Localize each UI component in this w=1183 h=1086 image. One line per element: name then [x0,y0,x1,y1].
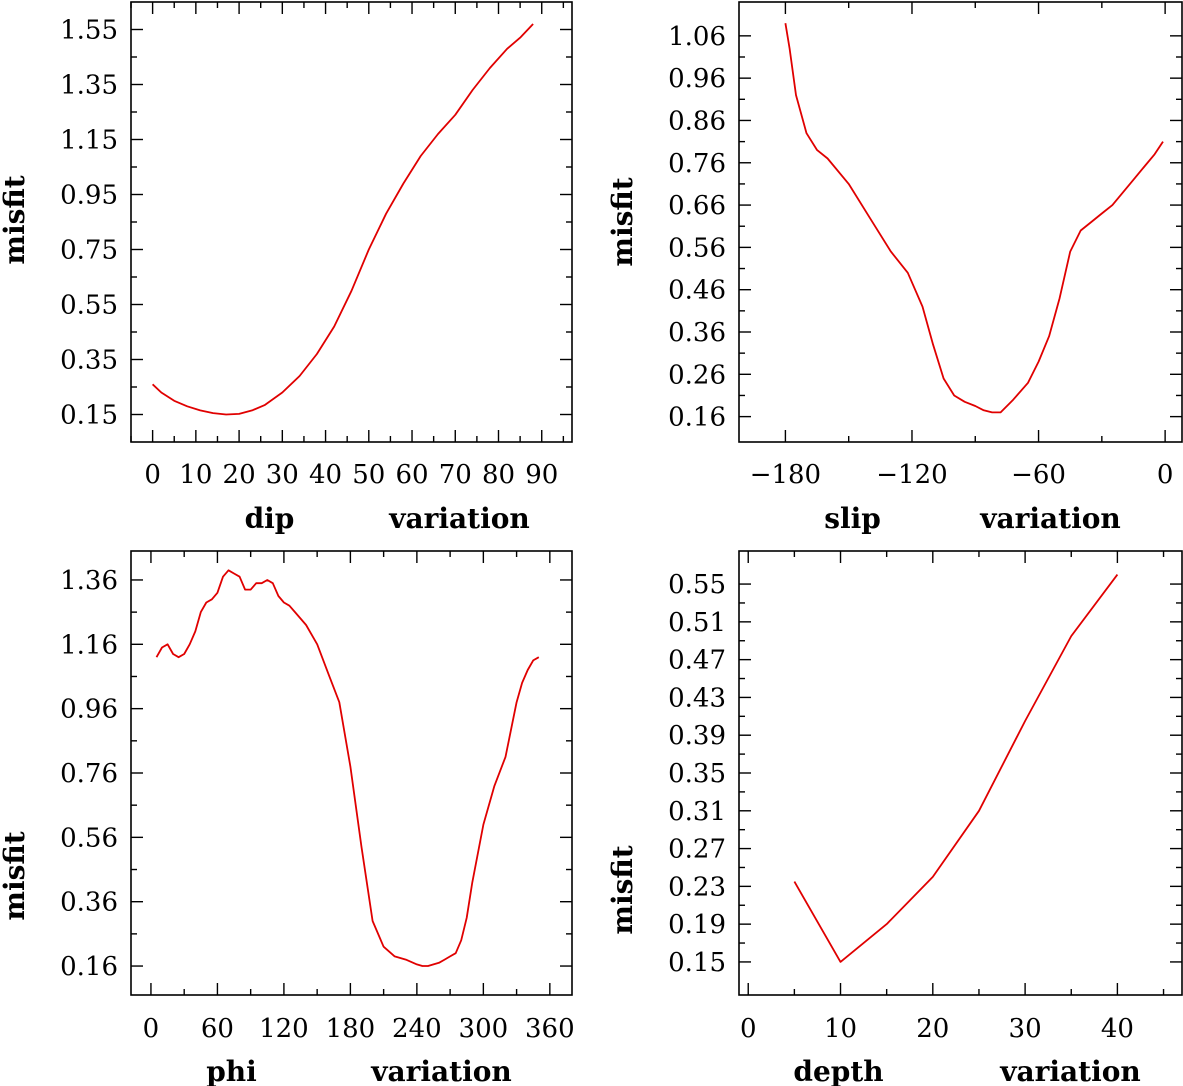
y-tick-label: 0.35 [668,759,726,789]
x-tick-label: 30 [1009,1014,1042,1044]
y-axis-title: misfit [0,175,31,264]
y-tick-label: 0.36 [668,318,726,348]
x-axis-title: dip [245,502,295,535]
y-tick-label: 0.75 [60,236,118,266]
x-axis-title-variation: variation [979,502,1121,535]
series-line-misfit [151,23,534,416]
y-tick-label: 0.19 [668,910,726,940]
y-tick-label: 0.16 [60,952,118,982]
x-tick-label: 0 [144,460,161,490]
plot-frame [738,1,1183,443]
x-axis-title: depth [793,1055,883,1086]
plot-frame [130,1,573,443]
x-axis-title-variation: variation [999,1055,1141,1086]
y-tick-label: 0.23 [668,872,726,902]
y-tick-label: 0.47 [668,646,726,676]
y-tick-label: 0.39 [668,721,726,751]
x-tick-label: 60 [395,460,428,490]
y-axis-title: misfit [0,831,31,920]
y-tick-label: 1.35 [60,71,118,101]
x-tick-label: 50 [352,460,385,490]
y-tick-label: 0.16 [668,403,726,433]
y-tick-label: 0.56 [668,233,726,263]
y-tick-label: 0.95 [60,181,118,211]
x-tick-label: −60 [1011,460,1066,490]
y-tick-label: 0.31 [668,797,726,827]
x-tick-label: 180 [326,1014,376,1044]
chart-panel-2: 0.16 0.26 0.36 0.46 0.56 0.66 0.76 0.86 0.96 1.06… [606,1,1183,535]
x-tick-label: 90 [525,460,558,490]
x-tick-label: −180 [750,460,821,490]
x-tick-label: 20 [916,1014,949,1044]
chart-panel-3: 0.16 0.36 0.56 0.76 0.96 1.16 1.36 0 60 120 180 240… [0,550,575,1086]
series-line-misfit [784,23,1164,414]
y-tick-label: 0.96 [668,64,726,94]
plot-frame [738,550,1183,996]
x-tick-label: 30 [266,460,299,490]
x-axis-title-variation: variation [370,1055,512,1086]
x-tick-label: 40 [309,460,342,490]
y-tick-label: 0.46 [668,276,726,306]
x-axis-title: slip [824,502,881,535]
series-line-misfit [793,574,1119,963]
y-tick-label: 0.51 [668,608,726,638]
x-tick-label: 0 [1157,460,1174,490]
y-tick-label: 0.15 [668,948,726,978]
y-tick-label: 1.15 [60,126,118,156]
y-tick-label: 1.55 [60,16,118,46]
y-axis-title: misfit [606,845,639,934]
x-tick-label: 80 [482,460,515,490]
series-line-misfit [155,569,540,967]
x-tick-label: 60 [201,1014,234,1044]
y-tick-label: 0.27 [668,835,726,865]
x-tick-label: 300 [459,1014,509,1044]
x-tick-label: 40 [1101,1014,1134,1044]
x-tick-label: 10 [179,460,212,490]
y-tick-label: 0.35 [60,346,118,376]
y-tick-label: 1.06 [668,22,726,52]
y-tick-label: 0.66 [668,191,726,221]
y-tick-label: 0.76 [668,149,726,179]
x-tick-label: 360 [525,1014,575,1044]
x-axis-title: phi [206,1055,257,1086]
y-tick-label: 1.36 [60,566,118,596]
x-tick-label: 120 [259,1014,309,1044]
x-tick-label: 20 [223,460,256,490]
y-axis-title: misfit [606,177,639,266]
y-tick-label: 0.86 [668,106,726,136]
y-tick-label: 0.96 [60,695,118,725]
y-tick-label: 0.55 [60,291,118,321]
y-tick-label: 0.26 [668,360,726,390]
x-tick-label: 240 [392,1014,442,1044]
chart-panel-1: 0.15 0.35 0.55 0.75 0.95 1.15 1.35 1.55 0 10 20 30 4… [0,1,573,535]
chart-panel-4: 0.15 0.19 0.23 0.27 0.31 0.35 0.39 0.43 0.47 0.51… [606,550,1183,1086]
x-tick-label: 0 [143,1014,160,1044]
y-tick-label: 0.15 [60,401,118,431]
x-axis-title-variation: variation [388,502,530,535]
y-tick-label: 0.43 [668,683,726,713]
x-tick-label: 10 [824,1014,857,1044]
y-tick-label: 0.56 [60,823,118,853]
y-tick-label: 1.16 [60,630,118,660]
y-tick-label: 0.55 [668,570,726,600]
x-tick-label: −120 [876,460,947,490]
y-tick-label: 0.76 [60,759,118,789]
y-tick-label: 0.36 [60,888,118,918]
x-tick-label: 0 [740,1014,757,1044]
x-tick-label: 70 [439,460,472,490]
